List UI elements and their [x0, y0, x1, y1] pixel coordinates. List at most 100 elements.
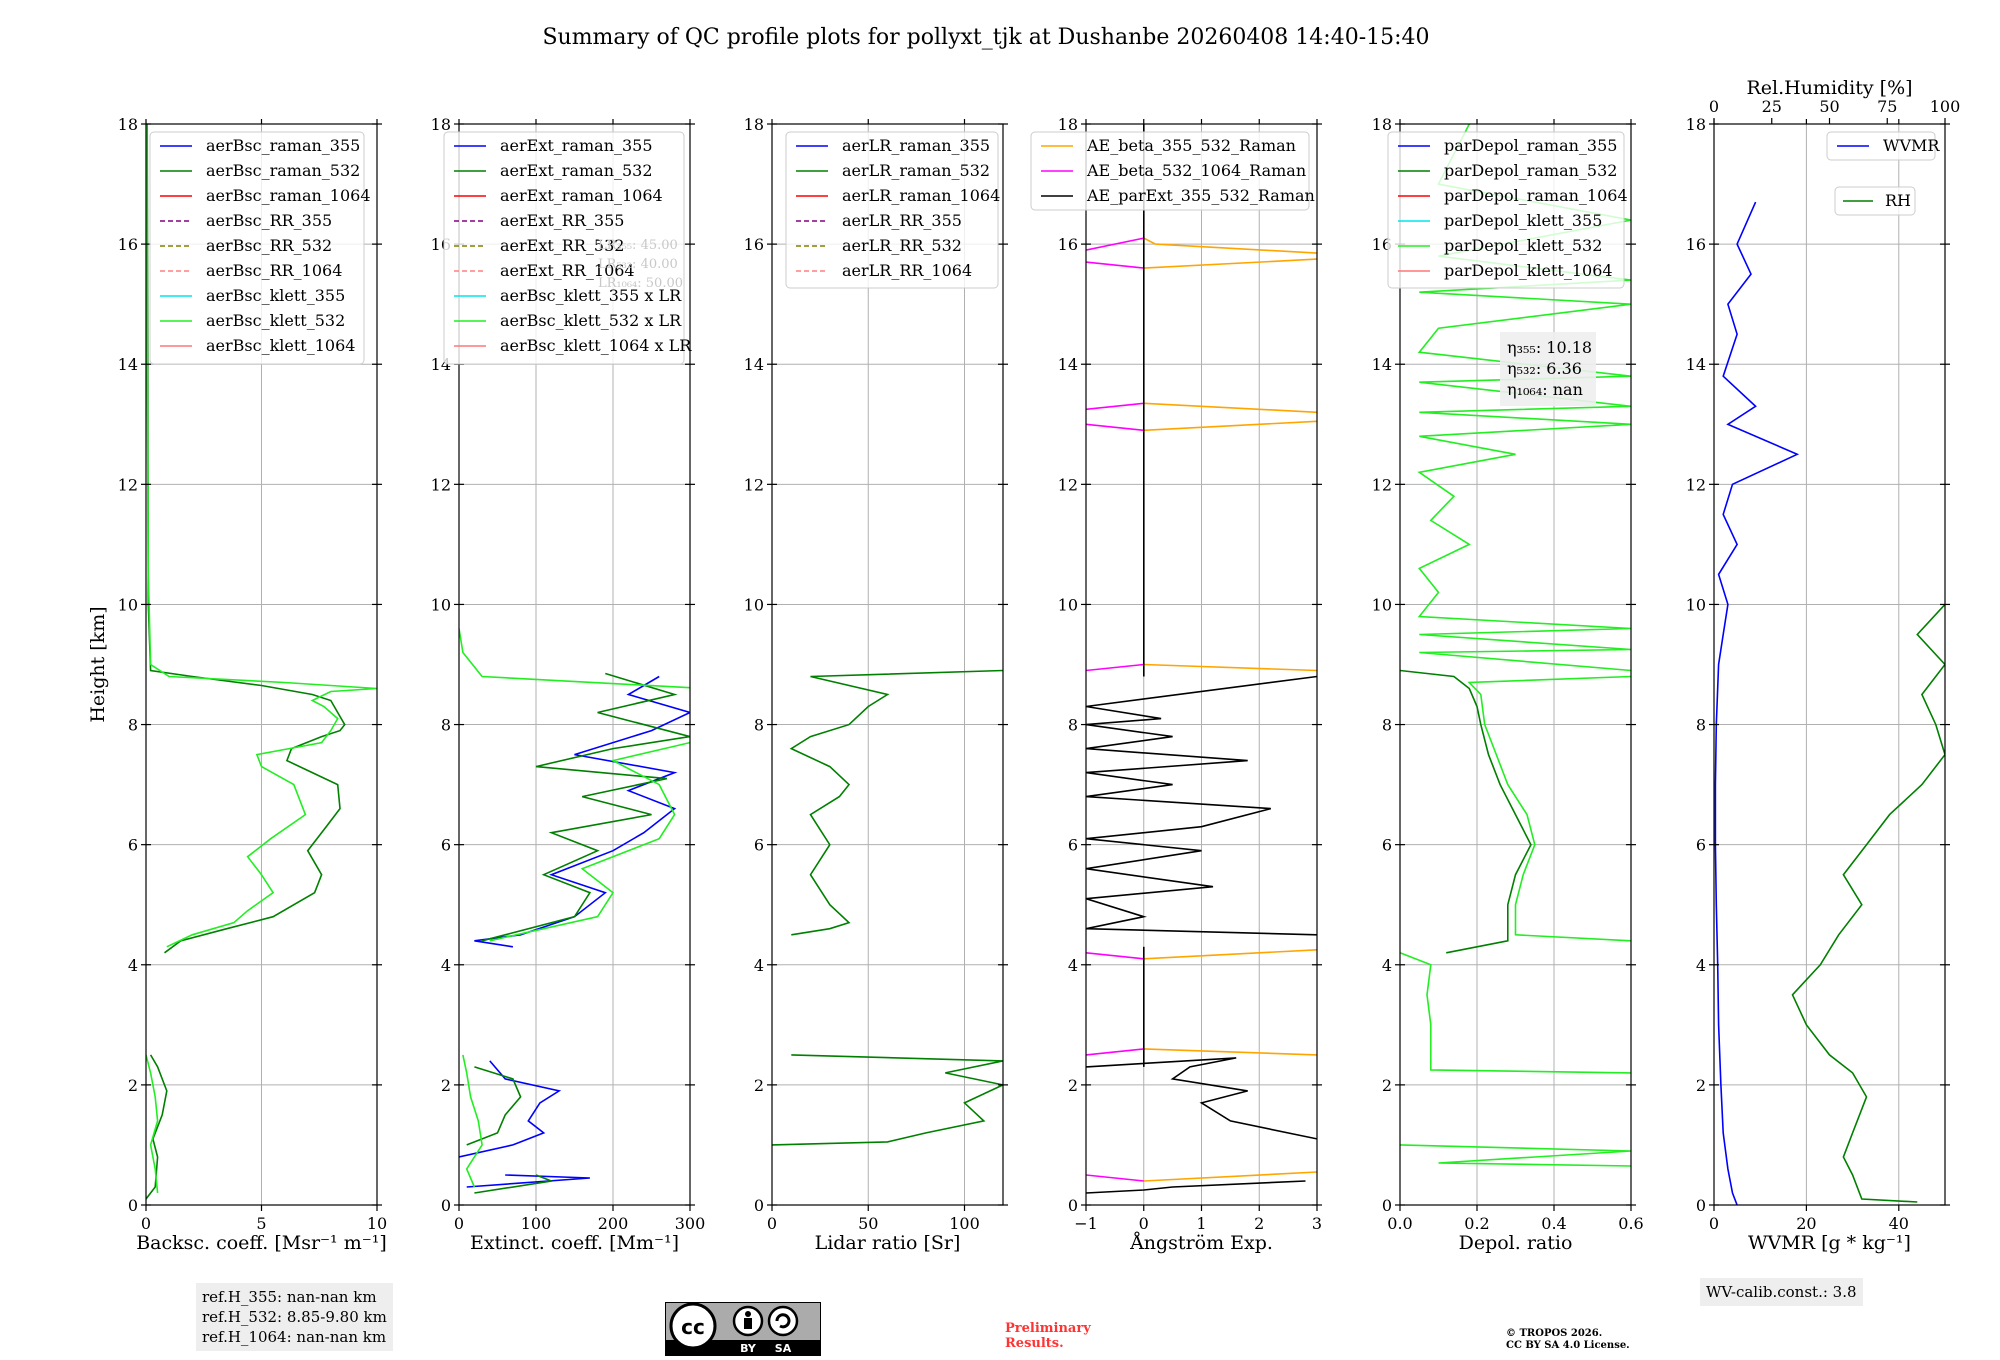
series-aerLR_raman_532	[772, 1054, 1003, 1146]
y-tick-label: 14	[1686, 355, 1706, 374]
legend-label: aerBsc_klett_1064 x LR	[500, 336, 692, 355]
x-tick-label: 200	[598, 1214, 629, 1233]
series-AE_beta_355_532_Raman	[1143, 663, 1317, 672]
legend-label: aerLR_RR_355	[842, 211, 962, 230]
y-axis-label: Height [km]	[87, 606, 109, 722]
y-tick-label: 12	[1372, 475, 1392, 494]
x-axis-label: Depol. ratio	[1459, 1232, 1573, 1254]
y-tick-label: 0	[1382, 1196, 1392, 1215]
y-tick-label: 14	[1058, 355, 1078, 374]
y-tick-label: 10	[431, 595, 451, 614]
x2-tick-label: 50	[1819, 97, 1839, 116]
x-tick-label: 0.4	[1541, 1214, 1566, 1233]
series-group	[459, 628, 690, 1194]
legend-label: aerBsc_RR_355	[206, 211, 332, 230]
x-tick-label: 50	[858, 1214, 878, 1233]
legend-label: parDepol_raman_532	[1444, 161, 1617, 180]
y-tick-label: 4	[754, 956, 764, 975]
legend-label: aerBsc_RR_1064	[206, 261, 342, 280]
y-tick-label: 8	[128, 716, 138, 735]
y-tick-label: 16	[1058, 235, 1078, 254]
legend-frame	[1826, 131, 1936, 161]
eta-label: η₅₃₂: 6.36	[1507, 359, 1582, 378]
legend-bsc: aerBsc_raman_355 aerBsc_raman_532 aerBsc_r…	[149, 131, 371, 365]
series-AE_beta_355_532_Raman	[1143, 949, 1317, 960]
y-tick-label: 4	[1382, 956, 1392, 975]
y-tick-label: 18	[744, 115, 764, 134]
series-group	[1714, 201, 1945, 1205]
y-tick-label: 0	[1068, 1196, 1078, 1215]
x-tick-label: 0	[767, 1214, 777, 1233]
legend-frame	[1387, 131, 1625, 289]
legend-label: aerExt_RR_355	[500, 211, 624, 230]
y-tick-label: 18	[118, 115, 138, 134]
y-tick-label: 0	[128, 1196, 138, 1215]
y-tick-label: 2	[128, 1076, 138, 1095]
legend-label: aerLR_RR_1064	[842, 261, 972, 280]
lr-annotation: LR₁₀₆₄: 50.00	[598, 276, 683, 291]
legend-frame	[1030, 131, 1310, 211]
y-tick-label: 16	[744, 235, 764, 254]
series-AE_parExt_355_532_Raman	[1086, 1180, 1306, 1194]
y-tick-label: 4	[128, 956, 138, 975]
y-tick-label: 18	[1686, 115, 1706, 134]
series-parDepol_klett_532	[1400, 1144, 1631, 1167]
y-tick-label: 6	[128, 836, 138, 855]
x-tick-label: −1	[1074, 1214, 1098, 1233]
y-tick-label: 14	[118, 355, 138, 374]
legend-label: aerBsc_klett_355	[206, 286, 345, 305]
series-AE_beta_355_532_Raman	[1143, 402, 1317, 414]
cc-sa-label: SA	[775, 1342, 792, 1355]
y-tick-label: 2	[754, 1076, 764, 1095]
axes-frame	[458, 123, 691, 1206]
y-tick-label: 18	[1372, 115, 1392, 134]
legend-label: AE_beta_532_1064_Raman	[1086, 161, 1306, 180]
legend-label: aerLR_RR_532	[842, 236, 962, 255]
x2-axis-label: Rel.Humidity [%]	[1746, 77, 1912, 99]
series-group	[772, 669, 1003, 1146]
x-tick-label: 0.0	[1387, 1214, 1412, 1233]
x-tick-label: 100	[521, 1214, 552, 1233]
legend-ang: AE_beta_355_532_Raman AE_beta_532_1064_Ra…	[1030, 131, 1315, 211]
x-tick-label: 0	[1139, 1214, 1149, 1233]
series-AE_parExt_355_532_Raman	[1086, 1057, 1317, 1140]
y-tick-label: 16	[1686, 235, 1706, 254]
series-aerBsc_raman_532	[146, 1054, 168, 1200]
y-tick-label: 4	[1696, 956, 1706, 975]
x-tick-label: 20	[1796, 1214, 1816, 1233]
ref-height-532: ref.H_532: 8.85-9.80 km	[202, 1308, 387, 1326]
figure-title: Summary of QC profile plots for pollyxt_…	[542, 25, 1429, 50]
series-AE_beta_355_532_Raman	[1143, 1171, 1317, 1182]
y-tick-label: 8	[1068, 716, 1078, 735]
lr-annotation: LR₃₅₅: 45.00	[598, 238, 678, 253]
copyright-note: © TROPOS 2026. CC BY SA 4.0 License.	[1506, 1328, 1630, 1352]
legend-label: aerExt_raman_355	[500, 136, 653, 155]
x-tick-label: 3	[1312, 1214, 1322, 1233]
series-AE_beta_532_1064_Raman	[1086, 423, 1144, 432]
preliminary-line-1: Preliminary	[1005, 1321, 1091, 1336]
legend-label: aerBsc_klett_532 x LR	[500, 311, 682, 330]
y-tick-label: 4	[441, 956, 451, 975]
legend-wv: WVMR RH	[1826, 131, 1940, 216]
y-tick-label: 8	[1696, 716, 1706, 735]
y-tick-label: 2	[441, 1076, 451, 1095]
preliminary-line-2: Results.	[1005, 1336, 1064, 1351]
x-tick-label: 0	[141, 1214, 151, 1233]
y-tick-label: 0	[441, 1196, 451, 1215]
legend-label: aerBsc_RR_532	[206, 236, 332, 255]
y-tick-label: 0	[754, 1196, 764, 1215]
y-tick-label: 18	[431, 115, 451, 134]
x-tick-label: 300	[675, 1214, 706, 1233]
y-tick-label: 10	[1686, 595, 1706, 614]
series-group	[1400, 124, 1631, 1167]
legend-label: aerBsc_raman_532	[206, 161, 360, 180]
legend-label: aerLR_raman_1064	[842, 186, 1000, 205]
series-parDepol_klett_532	[1400, 952, 1631, 1074]
series-AE_beta_355_532_Raman	[1143, 258, 1317, 269]
series-group	[1086, 124, 1317, 1194]
x-tick-label: 0	[1709, 1214, 1719, 1233]
eta-label: η₃₅₅: 10.18	[1507, 338, 1592, 357]
